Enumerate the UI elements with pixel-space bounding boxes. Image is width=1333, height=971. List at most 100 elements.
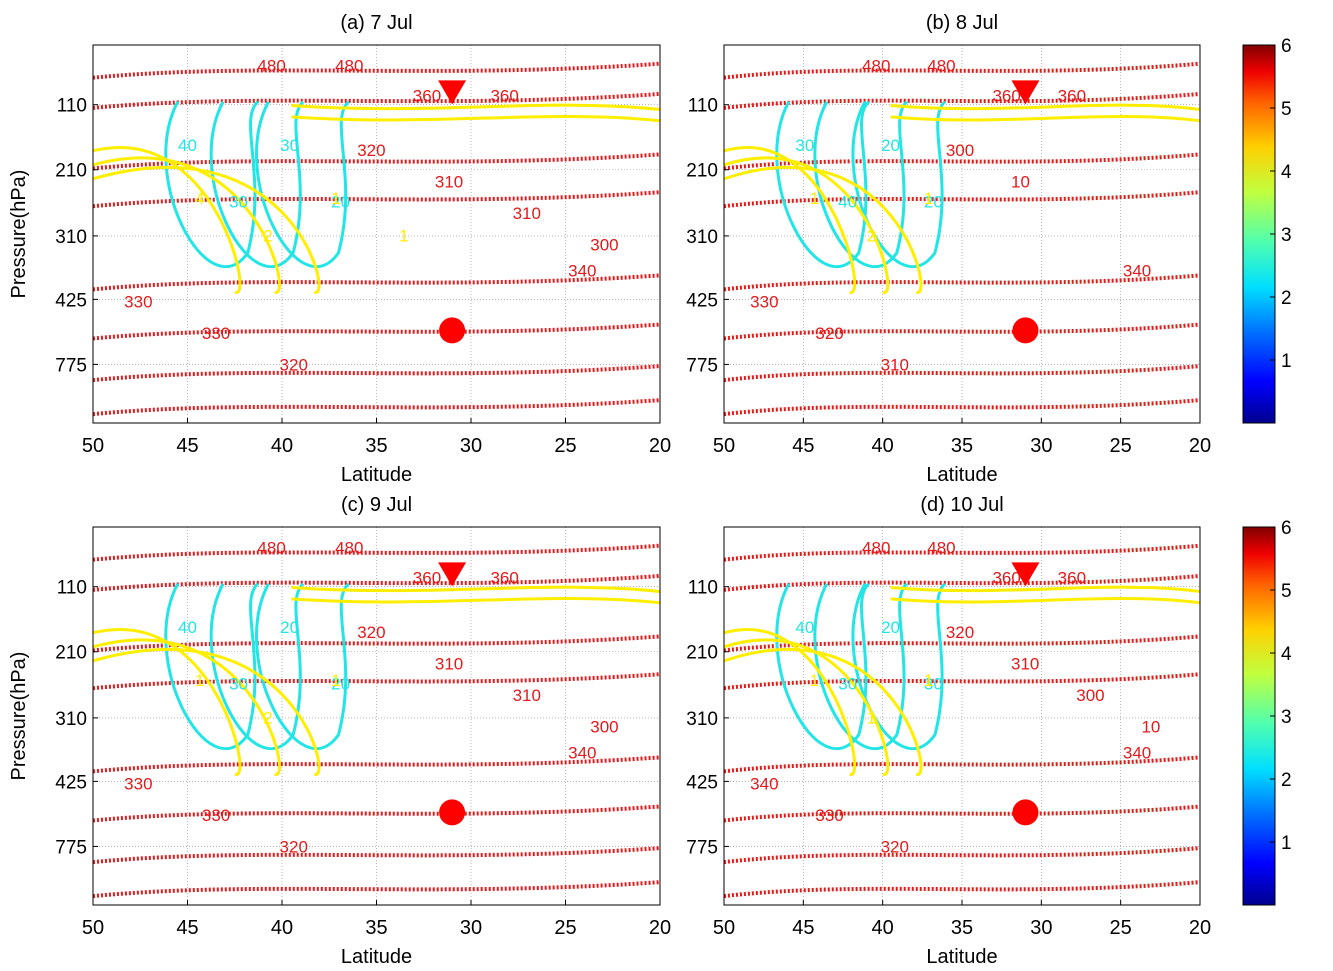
theta-label: 310 — [435, 655, 463, 674]
y-tick-label: 775 — [55, 355, 87, 376]
theta-contour-line — [93, 364, 660, 383]
colorbar-tick-label: 4 — [1281, 162, 1292, 183]
theta-contour-line — [93, 152, 660, 171]
theta-contour-line — [724, 364, 1200, 383]
theta-contour-line — [93, 190, 660, 209]
triangle-marker — [438, 80, 467, 105]
yellow-contour-line — [291, 103, 660, 111]
colorbar-tick-label: 1 — [1281, 833, 1292, 854]
yellow-label: 1 — [924, 671, 933, 690]
y-tick-label: 110 — [57, 578, 87, 599]
cyan-label: 20 — [331, 675, 350, 694]
theta-contour-line — [724, 880, 1200, 899]
theta-contour-line — [724, 152, 1200, 171]
theta-label: 330 — [124, 293, 152, 312]
colorbar-tick-label: 3 — [1281, 225, 1292, 246]
theta-label: 340 — [1123, 261, 1151, 280]
cyan-contour-line — [851, 100, 947, 269]
yellow-contour-line — [890, 585, 1200, 593]
x-tick-label: 25 — [554, 435, 576, 457]
theta-contour-line — [724, 322, 1200, 341]
colorbar-tick-label: 5 — [1281, 581, 1292, 602]
cyan-label: 30 — [229, 675, 248, 694]
theta-label: 310 — [435, 173, 463, 192]
y-tick-label: 110 — [57, 96, 87, 117]
x-tick-label: 45 — [792, 917, 814, 939]
y-tick-label: 210 — [686, 643, 718, 664]
theta-contour-line — [93, 672, 660, 691]
theta-label: 480 — [862, 56, 890, 75]
x-axis-label: Latitude — [341, 464, 412, 486]
theta-label: 300 — [590, 717, 618, 736]
panel-4: 480 480 360 360 340 340 330 320 320 310 300 10 40 30 2… — [686, 494, 1211, 968]
yellow-label: 2 — [263, 227, 272, 246]
triangle-marker — [1011, 562, 1040, 587]
x-tick-label: 30 — [1030, 917, 1052, 939]
theta-label: 480 — [927, 56, 955, 75]
y-tick-label: 775 — [686, 837, 718, 858]
yellow-contour-line — [724, 628, 857, 776]
yellow-contours — [724, 585, 1200, 776]
cyan-label: 40 — [795, 618, 814, 637]
cyan-contour-line — [851, 582, 947, 751]
colorbars: 1 2 3 4 5 6 1 2 3 4 5 6 — [1242, 36, 1292, 906]
yellow-contour-line — [93, 156, 281, 294]
y-axis-label: Pressure(hPa) — [8, 652, 30, 781]
yellow-label: 1 — [810, 671, 819, 690]
colorbar-1: 1 2 3 4 5 6 — [1242, 36, 1292, 424]
cyan-label: 40 — [178, 136, 197, 155]
theta-contours — [724, 61, 1200, 417]
panels: 480 480 360 360 340 330 330 320 320 310 310 300 40 30… — [8, 12, 1211, 968]
yellow-label: 2 — [263, 709, 272, 728]
theta-label: 480 — [257, 538, 285, 557]
x-tick-label: 30 — [460, 435, 482, 457]
theta-label: 330 — [815, 806, 843, 825]
theta-contour-line — [93, 846, 660, 865]
theta-contour-line — [93, 398, 660, 417]
yellow-label: 1 — [924, 189, 933, 208]
theta-label: 480 — [335, 56, 363, 75]
cyan-label: 20 — [881, 136, 900, 155]
theta-contours — [93, 61, 660, 417]
x-tick-label: 25 — [554, 917, 576, 939]
x-tick-label: 50 — [82, 917, 104, 939]
cyan-label: 30 — [838, 675, 857, 694]
theta-label: 310 — [513, 204, 541, 223]
yellow-contour-line — [890, 103, 1200, 111]
theta-label: 360 — [1058, 569, 1086, 588]
theta-contour-line — [93, 543, 660, 562]
theta-contour-line — [724, 273, 1200, 292]
theta-label: 480 — [257, 56, 285, 75]
theta-label: 360 — [992, 87, 1020, 106]
theta-contour-line — [93, 573, 660, 592]
y-tick-label: 110 — [688, 578, 718, 599]
y-tick-label: 775 — [686, 355, 718, 376]
yellow-label: 2 — [867, 227, 876, 246]
theta-label: 320 — [280, 837, 308, 856]
x-tick-label: 35 — [365, 917, 387, 939]
contour-labels: 480 480 360 360 340 340 330 320 320 310 300 10 40 30 2… — [750, 538, 1160, 856]
theta-label: 330 — [202, 806, 230, 825]
cyan-label: 20 — [331, 193, 350, 212]
x-axis-label: Latitude — [926, 464, 997, 486]
theta-label: 360 — [992, 569, 1020, 588]
yellow-label: 1 — [810, 189, 819, 208]
yellow-contours — [93, 585, 660, 776]
theta-contour-line — [724, 543, 1200, 562]
yellow-label: 1 — [195, 671, 204, 690]
theta-label: 320 — [881, 837, 909, 856]
theta-label: 330 — [750, 293, 778, 312]
y-tick-label: 425 — [686, 772, 718, 793]
theta-label: 360 — [413, 87, 441, 106]
circle-marker — [1012, 799, 1039, 826]
theta-contour-line — [724, 755, 1200, 774]
theta-contour-line — [724, 573, 1200, 592]
yellow-label: 1 — [331, 189, 340, 208]
theta-contour-line — [724, 846, 1200, 865]
x-tick-label: 40 — [872, 435, 894, 457]
yellow-contour-line — [890, 115, 1200, 123]
y-axis-label: Pressure(hPa) — [8, 170, 30, 299]
yellow-contour-line — [291, 585, 660, 593]
theta-label: 320 — [280, 355, 308, 374]
y-tick-label: 425 — [55, 290, 87, 311]
